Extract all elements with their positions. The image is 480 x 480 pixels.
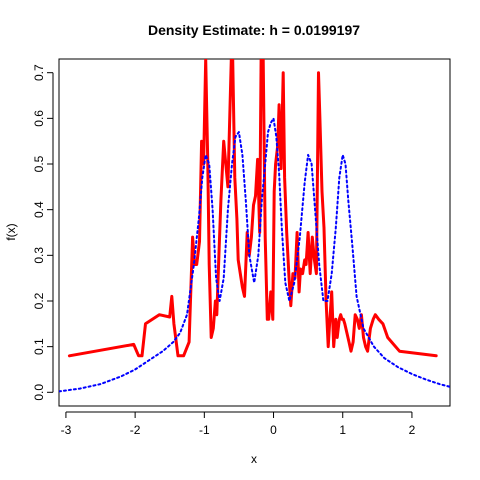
y-tick-label: 0.6 xyxy=(32,110,46,127)
x-tick-label: -3 xyxy=(61,423,72,437)
x-tick-label: 2 xyxy=(409,423,416,437)
y-tick-label: 0.3 xyxy=(32,247,46,264)
y-tick-label: 0.5 xyxy=(32,155,46,172)
y-tick-label: 0.2 xyxy=(32,292,46,309)
y-axis: 0.0 0.1 0.2 0.3 0.4 0.5 0.6 0.7 xyxy=(32,64,54,401)
y-tick-label: 0.4 xyxy=(32,201,46,218)
y-tick-label: 0.7 xyxy=(32,64,46,81)
series-dotted-line xyxy=(59,117,450,393)
series-layer xyxy=(59,59,450,393)
y-tick-label: 0.1 xyxy=(32,338,46,355)
y-tick-label: 0.0 xyxy=(32,384,46,401)
x-tick-label: -2 xyxy=(130,423,141,437)
series-solid-line xyxy=(67,59,438,358)
x-axis: -3 -2 -1 0 1 2 xyxy=(61,411,416,437)
x-axis-label: x xyxy=(251,452,257,466)
x-tick-label: 1 xyxy=(339,423,346,437)
chart-title: Density Estimate: h = 0.0199197 xyxy=(148,22,360,38)
x-tick-label: -1 xyxy=(199,423,210,437)
y-axis-label: f(x) xyxy=(4,223,18,240)
x-tick-label: 0 xyxy=(270,423,277,437)
plot-frame xyxy=(58,58,451,407)
